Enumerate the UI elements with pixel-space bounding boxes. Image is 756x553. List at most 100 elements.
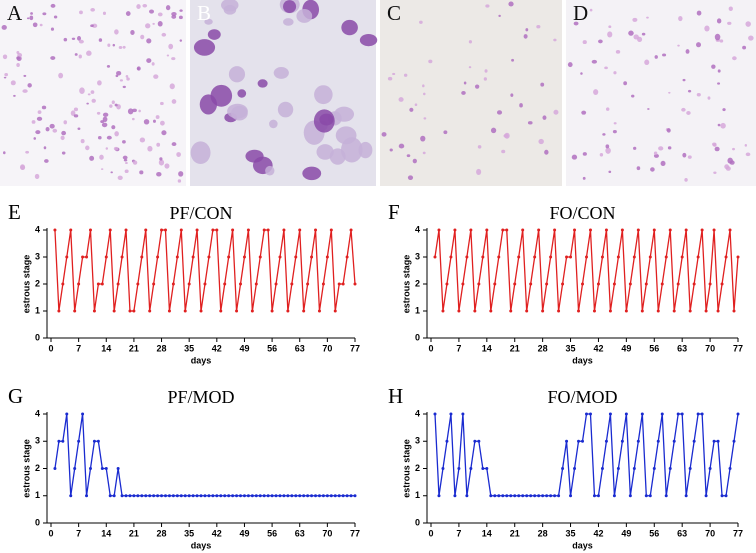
cell <box>608 170 612 174</box>
data-point <box>664 255 668 259</box>
data-point <box>581 282 585 286</box>
data-point <box>345 255 349 259</box>
data-point <box>306 282 310 286</box>
data-point <box>231 228 235 232</box>
data-point <box>445 282 449 286</box>
series-line <box>54 413 355 497</box>
cell <box>582 176 586 180</box>
data-point <box>477 282 481 286</box>
data-point <box>616 467 620 470</box>
data-point <box>290 494 294 498</box>
data-point <box>120 255 124 259</box>
data-point <box>624 412 628 416</box>
data-point <box>163 494 167 498</box>
data-point <box>732 309 736 313</box>
data-point <box>53 228 57 232</box>
data-point <box>513 494 517 498</box>
cell <box>106 65 111 68</box>
data-point <box>640 412 644 416</box>
data-point <box>96 282 100 286</box>
x-axis-label: days <box>191 540 212 550</box>
x-tick-label: 35 <box>566 528 576 538</box>
x-tick-label: 14 <box>101 343 111 353</box>
data-point <box>187 494 191 498</box>
data-point <box>577 439 581 443</box>
data-point <box>592 309 596 313</box>
cell <box>122 85 126 89</box>
x-tick-label: 28 <box>538 343 548 353</box>
data-point <box>92 309 96 313</box>
cell <box>398 97 404 102</box>
cell <box>90 90 95 94</box>
data-point <box>148 309 152 313</box>
data-point <box>656 439 660 443</box>
y-axis-label: estrous stage <box>21 255 31 314</box>
data-point <box>108 494 112 498</box>
cell <box>296 9 313 23</box>
cell <box>623 81 628 86</box>
cell <box>125 74 129 78</box>
data-point <box>195 228 199 232</box>
cell <box>717 123 721 127</box>
data-point <box>310 494 314 498</box>
data-point <box>569 494 573 498</box>
data-point <box>696 255 700 259</box>
cell <box>334 106 355 122</box>
cell <box>581 110 587 115</box>
data-point <box>258 255 262 259</box>
cell <box>724 164 730 170</box>
cell <box>113 146 119 151</box>
cell <box>13 94 16 97</box>
cell <box>58 72 64 79</box>
cell <box>171 142 177 147</box>
cell <box>102 116 108 122</box>
data-point <box>533 255 537 259</box>
panel-label: E <box>8 200 21 224</box>
cell <box>719 39 724 43</box>
data-point <box>469 228 473 232</box>
data-point <box>708 282 712 286</box>
data-point <box>600 255 604 259</box>
cell <box>613 122 617 125</box>
data-point <box>612 494 616 498</box>
data-point <box>529 282 533 286</box>
data-point <box>561 467 565 470</box>
x-axis-label: days <box>572 355 593 365</box>
data-point <box>668 467 672 470</box>
data-point <box>557 494 561 498</box>
cell <box>97 135 102 140</box>
data-point <box>732 439 736 443</box>
cell <box>34 173 40 180</box>
data-point <box>632 255 636 259</box>
data-point <box>321 494 325 498</box>
data-point <box>461 412 465 416</box>
cell <box>100 168 104 170</box>
y-tick-label: 2 <box>35 463 40 473</box>
cell <box>118 46 123 49</box>
cell <box>16 62 20 68</box>
cell <box>79 10 83 15</box>
cell <box>171 57 176 61</box>
cell <box>36 116 43 121</box>
cell <box>53 15 58 19</box>
data-point <box>108 228 112 232</box>
cell <box>63 120 68 125</box>
cell <box>73 107 79 112</box>
cell <box>122 45 126 49</box>
panel-label: D <box>573 1 588 25</box>
cell <box>468 40 473 44</box>
cell <box>74 53 78 56</box>
cell <box>511 58 515 62</box>
data-point <box>620 228 624 232</box>
x-tick-label: 42 <box>593 343 603 353</box>
data-point <box>437 494 441 498</box>
data-point <box>203 494 207 498</box>
y-tick-label: 1 <box>35 490 40 500</box>
x-tick-label: 28 <box>538 528 548 538</box>
data-point <box>61 282 65 286</box>
data-point <box>628 282 632 286</box>
data-point <box>294 494 298 498</box>
data-point <box>473 439 477 443</box>
cell <box>177 179 182 183</box>
data-point <box>116 282 120 286</box>
